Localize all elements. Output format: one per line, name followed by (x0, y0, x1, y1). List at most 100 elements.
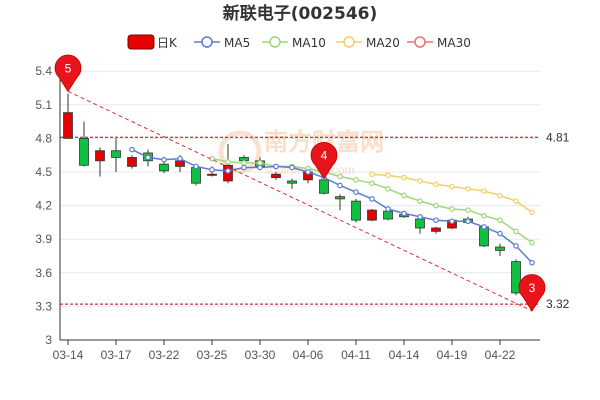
marker-pin-3: 3 (518, 274, 546, 312)
ma10-point (513, 228, 519, 235)
reference-line-label: 4.81 (546, 130, 570, 144)
candle-body (127, 157, 137, 167)
ma5-point (337, 182, 343, 189)
ma30-swatch (414, 36, 426, 48)
y-tick-label: 3 (45, 333, 52, 347)
ma10-point (369, 180, 375, 187)
ma10-point (353, 177, 359, 183)
ma5-point (449, 218, 455, 225)
ma10-point (225, 159, 231, 165)
candle (495, 243, 505, 256)
legend-item-daily-k[interactable]: 日K (127, 34, 178, 50)
legend[interactable]: 日K MA5 MA10 MA20 MA30 (127, 34, 471, 50)
ma5-point (193, 163, 199, 170)
legend-item-ma5[interactable]: MA5 (194, 36, 250, 50)
candle-body (415, 218, 425, 229)
ma10-point (401, 192, 407, 199)
candle-body (63, 112, 73, 139)
ma5-point (257, 164, 263, 171)
ma10-point (385, 186, 391, 192)
x-tick-label: 04-14 (389, 348, 420, 362)
marker-pin-5: 5 (54, 54, 82, 93)
x-tick-label: 03-30 (245, 348, 276, 362)
ma5-point (289, 164, 295, 171)
marker-pin-icon (54, 54, 82, 93)
watermark-logo-icon (218, 130, 262, 174)
candle-body (271, 173, 281, 179)
candle (335, 194, 345, 211)
ma5-point (513, 243, 519, 249)
ma20-point (497, 192, 503, 199)
ma5-point (225, 168, 231, 174)
y-tick-label: 4.5 (35, 165, 52, 179)
ma20-point (513, 198, 519, 204)
ma20-point (369, 171, 375, 178)
candle (63, 93, 73, 139)
candle-body (79, 137, 89, 166)
ma5-point (145, 154, 151, 161)
plot-area (60, 60, 540, 340)
chart-title: 新联电子(002546) (223, 3, 378, 24)
candle-body (431, 227, 441, 232)
x-tick-label: 03-25 (197, 348, 228, 362)
marker-pin-icon (518, 274, 546, 312)
ma10-point (337, 173, 343, 180)
ma20-point (481, 188, 487, 194)
ma10-point (529, 239, 535, 246)
candle (431, 226, 441, 234)
ma5-point (529, 259, 535, 266)
y-tick-label: 5.4 (35, 64, 52, 78)
ma5-point (161, 156, 167, 163)
marker-pin-4: 4 (310, 142, 338, 180)
candle (95, 147, 105, 177)
ma5-point (129, 146, 135, 153)
marker-pin-icon (310, 142, 338, 180)
candle-body (191, 167, 201, 184)
candle (159, 160, 169, 174)
grid (60, 60, 540, 341)
ma5-point (369, 196, 375, 202)
candle (351, 198, 361, 223)
ma5-point (209, 166, 215, 173)
ma5-point (353, 189, 359, 195)
candle-body (95, 150, 105, 162)
ma10-point (433, 202, 439, 209)
ma5-point (241, 164, 247, 171)
legend-item-ma30[interactable]: MA30 (407, 36, 471, 50)
daily-k-swatch (127, 34, 155, 50)
ma5-point (433, 217, 439, 223)
ma5-point (385, 206, 391, 212)
y-tick-label: 3.9 (35, 232, 52, 246)
candle-body (159, 163, 169, 172)
ma20-swatch (343, 36, 355, 48)
candle-body (351, 200, 361, 221)
legend-label-ma10: MA10 (292, 36, 326, 50)
candle-body (367, 209, 377, 221)
ma5-point (177, 155, 183, 162)
ma10-point (241, 160, 247, 166)
legend-label-ma5: MA5 (224, 36, 250, 50)
x-tick-label: 04-19 (437, 348, 468, 362)
ma5-point (273, 163, 279, 170)
ma10-point (417, 198, 423, 204)
candle-body (207, 173, 217, 176)
ma5-point (497, 230, 503, 237)
candle-body (175, 160, 185, 167)
ma10-swatch (269, 36, 281, 48)
legend-label-ma20: MA20 (366, 36, 400, 50)
ma5-point (481, 224, 487, 230)
ma5-point (465, 218, 471, 225)
legend-item-ma20[interactable]: MA20 (336, 36, 400, 50)
x-tick-label: 03-22 (149, 348, 180, 362)
y-tick-label: 3.6 (35, 266, 52, 280)
legend-item-ma10[interactable]: MA10 (262, 36, 326, 50)
marker-label: 3 (529, 281, 536, 295)
candle-body (479, 226, 489, 247)
moving-averages (129, 146, 535, 266)
candle (79, 121, 89, 167)
candle-body (111, 150, 121, 158)
candle (511, 259, 521, 296)
ma5-point (401, 210, 407, 217)
ma10-point (497, 217, 503, 223)
